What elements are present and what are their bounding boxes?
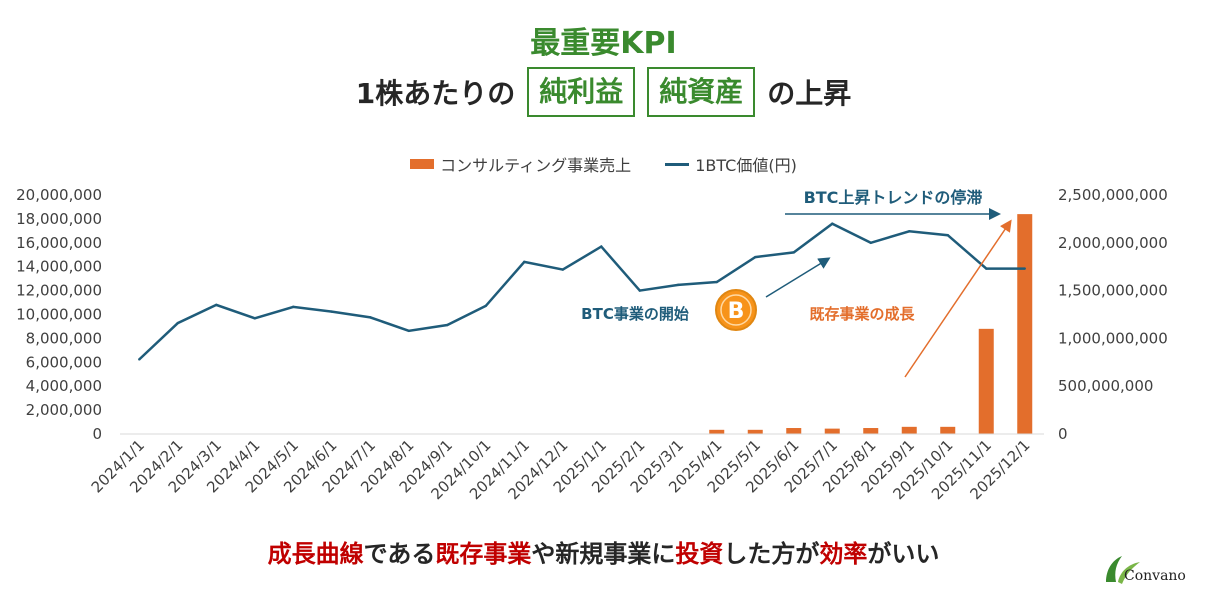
consulting-sales-bar [1017, 214, 1033, 434]
btc-value-point [215, 303, 218, 307]
btc-value-point [1023, 267, 1026, 270]
btc-value-point [446, 323, 449, 327]
convano-logo-icon [1106, 556, 1140, 584]
btc-value-point [677, 283, 680, 287]
bottom-message: 成長曲線である既存事業や新規事業に投資した方が効率がいい [0, 534, 1207, 569]
y-left-tick-label: 14,000,000 [16, 258, 102, 276]
y-right-tick-label: 0 [1058, 425, 1068, 443]
boxed-net-assets: 純資産 [647, 67, 756, 117]
annotation-btc-start: BTC事業の開始 [581, 305, 689, 323]
btc-value-point [600, 245, 603, 248]
btc-value-line [138, 222, 1025, 361]
annotation-existing-growth-arrow [904, 219, 1012, 378]
msg-investment: 投資 [675, 540, 724, 568]
consulting-sales-bar [863, 428, 879, 434]
msg-growth-curve: 成長曲線 [267, 540, 364, 568]
svg-text:B: B [728, 299, 745, 324]
consulting-sales-bar [978, 328, 994, 434]
y-right-tick-label: 2,000,000,000 [1058, 234, 1168, 252]
annotation-existing-growth: 既存事業の成長 [809, 305, 915, 323]
msg-part8: がいい [867, 540, 940, 568]
btc-value-point [369, 316, 372, 319]
brand-name: Convano [1124, 568, 1186, 584]
btc-value-point [792, 251, 795, 254]
btc-value-point [292, 305, 295, 309]
annotation-btc-start-arrow [765, 257, 831, 298]
y-right-tick-label: 1,500,000,000 [1058, 282, 1168, 300]
y-left-tick-label: 18,000,000 [16, 210, 102, 228]
y-right-tick-label: 2,500,000,000 [1058, 186, 1168, 204]
y-right-tick-label: 500,000,000 [1058, 377, 1153, 395]
btc-value-point [523, 260, 526, 264]
chart-svg: 0 2,000,000 4,000,000 6,000,000 8,000,000 10,… [16, 186, 1168, 503]
consulting-sales-bar [747, 429, 763, 434]
btc-value-point [754, 255, 757, 259]
btc-value-point [946, 233, 949, 237]
y-left-tick-label: 4,000,000 [26, 377, 102, 395]
subtitle-suffix: の上昇 [767, 77, 852, 110]
consulting-sales-bar [901, 426, 917, 434]
msg-part6: した方が [723, 540, 820, 568]
annotation-btc-trend: BTC上昇トレンドの停滞 [804, 188, 983, 207]
legend-line-label: 1BTC価値(円) [695, 156, 797, 175]
subtitle-row: 1株あたりの 純利益 純資産 の上昇 [0, 64, 1207, 120]
boxed-net-income: 純利益 [527, 67, 636, 117]
btc-value-point [330, 310, 333, 313]
btc-value-point [484, 304, 487, 308]
y-left-tick-label: 8,000,000 [26, 329, 102, 347]
y-left-tick-label: 10,000,000 [16, 306, 102, 324]
y-left-tick-label: 20,000,000 [16, 186, 102, 204]
legend-line-swatch [665, 162, 690, 166]
btc-value-point [869, 241, 872, 244]
btc-value-point [176, 321, 179, 325]
btc-value-point [908, 230, 911, 233]
consulting-sales-bar [786, 428, 802, 434]
btc-value-point [561, 268, 564, 271]
btc-value-point [715, 280, 718, 284]
btc-value-point [407, 329, 410, 332]
y-left-tick-label: 0 [92, 425, 102, 443]
subtitle-prefix: 1株あたりの [355, 77, 516, 110]
y-left-tick-label: 2,000,000 [26, 401, 102, 419]
consulting-sales-bar [940, 426, 956, 434]
bitcoin-icon: B [715, 289, 757, 331]
chart-legend: コンサルティング事業売上 1BTC価値(円) [0, 152, 1207, 176]
msg-part2: である [363, 540, 436, 568]
page-title: 最重要KPI [530, 26, 677, 61]
legend-bar-label: コンサルティング事業売上 [440, 156, 632, 175]
legend-item-line: 1BTC価値(円) [665, 152, 797, 176]
btc-value-point [638, 289, 641, 292]
y-left-tick-label: 12,000,000 [16, 282, 102, 300]
msg-existing-business: 既存事業 [435, 540, 532, 568]
y-right-tick-label: 1,000,000,000 [1058, 329, 1168, 347]
y-left-tick-label: 16,000,000 [16, 234, 102, 252]
consulting-sales-bar [824, 428, 840, 434]
btc-value-point [253, 317, 256, 320]
msg-part4: や新規事業に [531, 540, 676, 568]
msg-efficiency: 効率 [819, 540, 868, 568]
legend-bar-swatch [410, 159, 435, 169]
legend-item-bar: コンサルティング事業売上 [410, 152, 631, 176]
consulting-sales-bar [709, 429, 725, 434]
y-left-tick-label: 6,000,000 [26, 353, 102, 371]
btc-value-point [831, 222, 834, 225]
btc-value-point [985, 267, 988, 270]
btc-value-point [138, 358, 141, 361]
